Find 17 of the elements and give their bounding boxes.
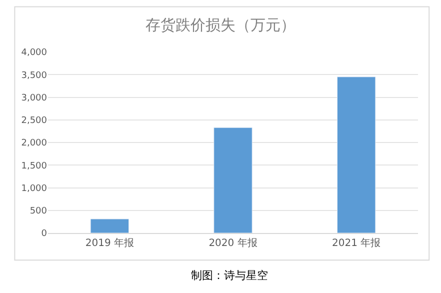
y-tick-label: 3,500 bbox=[21, 70, 48, 81]
x-tick-label: 2019 年报 bbox=[85, 237, 134, 249]
y-tick-label: 0 bbox=[41, 229, 48, 240]
x-tick-label: 2020 年报 bbox=[208, 237, 258, 249]
y-tick-label: 2,500 bbox=[21, 116, 48, 126]
bar bbox=[90, 218, 130, 233]
y-tick-label: 1,500 bbox=[21, 161, 48, 172]
y-tick-label: 3,000 bbox=[21, 93, 48, 104]
bar bbox=[336, 76, 376, 233]
bar bbox=[214, 127, 252, 233]
x-tick-label: 2021 年报 bbox=[332, 237, 381, 249]
y-tick-label: 1,000 bbox=[21, 184, 48, 194]
y-tick-label: 4,000 bbox=[21, 48, 48, 58]
y-tick-label: 2,000 bbox=[21, 138, 48, 149]
y-tick-label: 500 bbox=[30, 206, 48, 217]
chart-title: 存货跌价损失（万元） bbox=[146, 16, 296, 34]
text: 制图：诗与星空 bbox=[191, 269, 268, 282]
